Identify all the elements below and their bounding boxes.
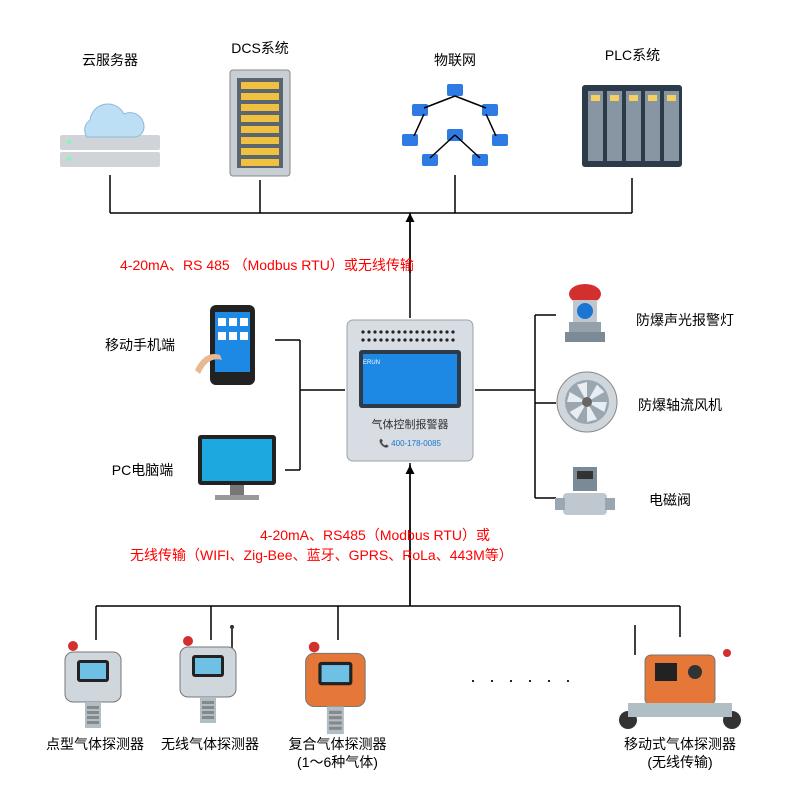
label-防爆轴流风机: 防爆轴流风机 [625, 395, 735, 415]
fan-icon [555, 370, 620, 435]
label-物联网: 物联网 [385, 50, 525, 70]
label-PLC系统: PLC系统 [565, 45, 700, 65]
dcs-icon [225, 68, 295, 178]
valve-icon [555, 465, 615, 530]
ellipsis: · · · · · · [470, 670, 575, 691]
mobile_det-icon [615, 625, 745, 730]
label-移动式气体探测器: 移动式气体探测器 [597, 734, 763, 754]
pc-icon [190, 430, 285, 505]
label-防爆声光报警灯: 防爆声光报警灯 [625, 310, 745, 330]
mobile-icon [190, 300, 275, 390]
label-云服务器: 云服务器 [40, 50, 180, 70]
plc-icon [580, 75, 685, 175]
annotation-lower-line2: 无线传输（WIFI、Zig-Bee、蓝牙、GPRS、RoLa、443M等） [130, 545, 513, 565]
annotation-lower-line1: 4-20mA、RS485（Modbus RTU）或 [260, 525, 490, 545]
wireless-icon [170, 625, 250, 730]
point-icon [55, 630, 135, 730]
svg-text:📞 400-178-0085: 📞 400-178-0085 [379, 438, 442, 448]
label-复合气体探测器: 复合气体探测器 [277, 734, 398, 754]
annotation-upper: 4-20mA、RS 485 （Modbus RTU）或无线传输 [120, 255, 414, 275]
label-点型气体探测器: 点型气体探测器 [37, 734, 153, 754]
label-无线气体探测器: 无线气体探测器 [152, 734, 268, 754]
combo-icon [295, 630, 380, 730]
iot-icon [400, 80, 510, 170]
label-DCS系统: DCS系统 [210, 38, 310, 58]
label-移动手机端: 移动手机端 [95, 335, 185, 355]
cloud-icon [55, 80, 165, 170]
label-电磁阀: 电磁阀 [630, 490, 710, 510]
label-PC电脑端: PC电脑端 [100, 460, 185, 480]
svg-text:气体控制报警器: 气体控制报警器 [372, 417, 449, 431]
svg-text:ERUN: ERUN [363, 360, 380, 366]
beacon-icon [555, 280, 615, 350]
controller-icon: 气体控制报警器 📞 400-178-0085 ERUN [345, 318, 475, 463]
